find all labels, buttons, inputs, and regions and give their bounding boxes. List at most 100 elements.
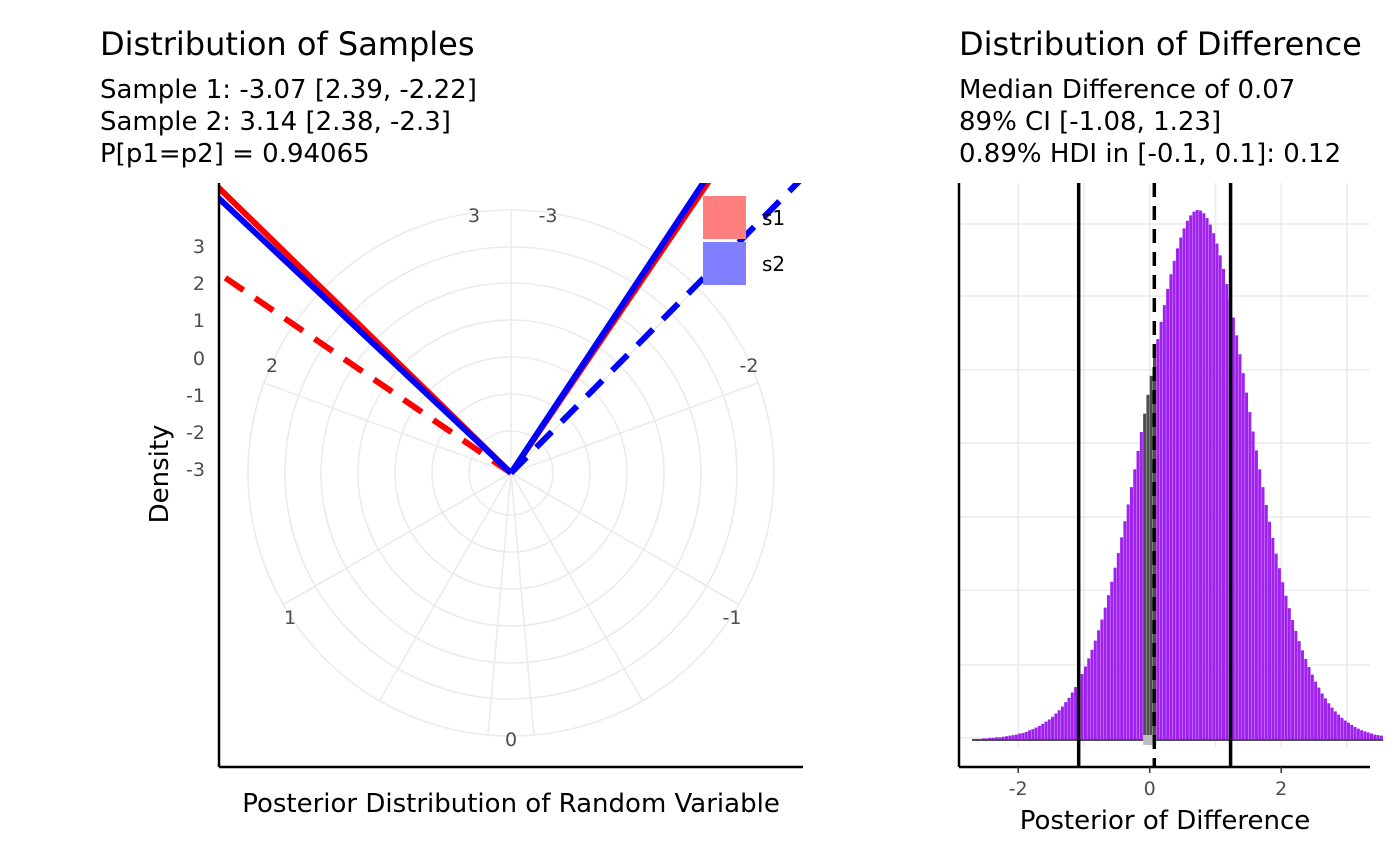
hist-bar — [1182, 228, 1186, 740]
hist-bar — [1014, 734, 1018, 740]
hist-bar — [1047, 719, 1051, 740]
hist-bar — [1176, 248, 1179, 740]
right-subtitle-3: 0.89% HDI in [-0.1, 0.1]: 0.12 — [959, 139, 1341, 169]
grid-spoke-4 — [510, 382, 759, 474]
hist-bar — [1064, 702, 1068, 740]
hist-bar — [1212, 233, 1216, 741]
x-tick-label: 0 — [1144, 778, 1156, 800]
hist-bar — [1254, 450, 1258, 740]
hist-bar — [1034, 727, 1038, 740]
hist-bar — [1337, 714, 1341, 740]
hist-bar — [1281, 582, 1285, 740]
hist-bar — [1205, 218, 1209, 740]
hist-bar — [1031, 729, 1035, 740]
hist-bar — [1218, 255, 1222, 740]
hist-bar — [1057, 710, 1061, 740]
hist-bar — [1379, 735, 1383, 740]
hist-bar — [1261, 487, 1265, 740]
hist-bar — [1146, 394, 1150, 740]
hist-bar — [1376, 735, 1380, 740]
hist-bar — [1110, 581, 1114, 740]
hist-bar — [1199, 210, 1203, 740]
hist-bar — [1274, 553, 1278, 740]
hist-bar — [1162, 305, 1166, 740]
left-x-label: Posterior Distribution of Random Variabl… — [242, 789, 780, 819]
theta-label: 3 — [468, 205, 480, 227]
theta-label: 1 — [284, 607, 296, 629]
right-x-label: Posterior of Difference — [1020, 806, 1311, 836]
hist-bar — [1139, 432, 1143, 740]
hist-bar — [1356, 728, 1360, 740]
hist-bar — [1340, 717, 1344, 740]
hist-bar — [1363, 731, 1367, 740]
left-title: Distribution of Samples — [100, 25, 475, 63]
legend-key-s1 — [703, 196, 746, 239]
hist-bar — [1041, 723, 1045, 740]
y-tick-label: 2 — [193, 273, 205, 295]
hist-bar — [1353, 727, 1357, 740]
hist-bar — [1370, 733, 1373, 740]
hist-bar — [1192, 211, 1196, 740]
hist-bar — [1136, 450, 1140, 740]
y-tick-label: 3 — [193, 236, 205, 258]
series-lines — [219, 183, 802, 476]
hist-bar — [988, 737, 992, 740]
hist-bar — [1189, 215, 1193, 740]
hist-bar — [1100, 619, 1104, 740]
right-plot: -2 0 2 — [957, 183, 1384, 800]
left-subtitle-3: P[p1=p2] = 0.94065 — [100, 139, 370, 169]
y-tick-label: -3 — [186, 459, 205, 481]
hist-bar — [1011, 735, 1015, 740]
left-subtitle-1: Sample 1: -3.07 [2.39, -2.22] — [100, 75, 477, 105]
hist-bar — [1231, 317, 1235, 740]
hist-bar — [1120, 537, 1124, 740]
hist-bar — [1018, 733, 1022, 740]
hist-bar — [1005, 736, 1009, 740]
hist-bar — [1330, 707, 1334, 740]
y-tick-label: 0 — [193, 348, 205, 370]
hist-bar — [998, 737, 1002, 740]
series-line-s1-dashed — [219, 269, 513, 476]
hist-bar — [1366, 732, 1370, 740]
hist-bar — [1343, 720, 1347, 740]
grid-spoke-7 — [282, 472, 512, 606]
legend-label-s1: s1 — [762, 206, 785, 230]
hist-bar — [1152, 357, 1156, 740]
hist-bar — [1116, 553, 1120, 740]
hist-bar — [1097, 630, 1101, 740]
grid-spoke-8 — [510, 472, 740, 606]
hist-bar — [1294, 630, 1298, 740]
hist-bar — [1222, 268, 1226, 740]
hist-bar — [1008, 735, 1012, 740]
rope-marker — [1143, 735, 1157, 745]
hist-bar — [1320, 693, 1324, 740]
series-line-s2-right — [508, 183, 707, 475]
right-subtitle-2: 89% CI [-1.08, 1.23] — [959, 107, 1221, 137]
hist-bar — [1297, 641, 1301, 740]
hist-bar — [1323, 698, 1327, 740]
y-tick-label: -1 — [186, 385, 205, 407]
grid-spoke-9 — [487, 472, 512, 736]
hist-bar — [1238, 354, 1242, 740]
hist-bar — [1083, 666, 1087, 740]
hist-bar — [1310, 674, 1314, 740]
theta-label: -1 — [723, 607, 742, 629]
hist-bar — [1037, 725, 1041, 740]
right-x-ticks: -2 0 2 — [1009, 767, 1287, 800]
hist-bar — [1074, 687, 1078, 740]
hist-bar — [1024, 731, 1028, 740]
x-tick-label: 2 — [1275, 778, 1287, 800]
series-line-s2-solid — [219, 194, 514, 476]
hist-bar — [1028, 730, 1032, 740]
x-tick-label: -2 — [1009, 778, 1028, 800]
hist-bar — [1333, 711, 1337, 740]
hist-bar — [1248, 412, 1252, 740]
hist-bar — [1291, 620, 1295, 740]
right-subtitle-1: Median Difference of 0.07 — [959, 75, 1295, 105]
hist-bar — [1271, 537, 1275, 740]
hist-bar — [1304, 658, 1308, 740]
hist-bar — [1166, 288, 1170, 740]
hist-bar — [1133, 469, 1137, 740]
